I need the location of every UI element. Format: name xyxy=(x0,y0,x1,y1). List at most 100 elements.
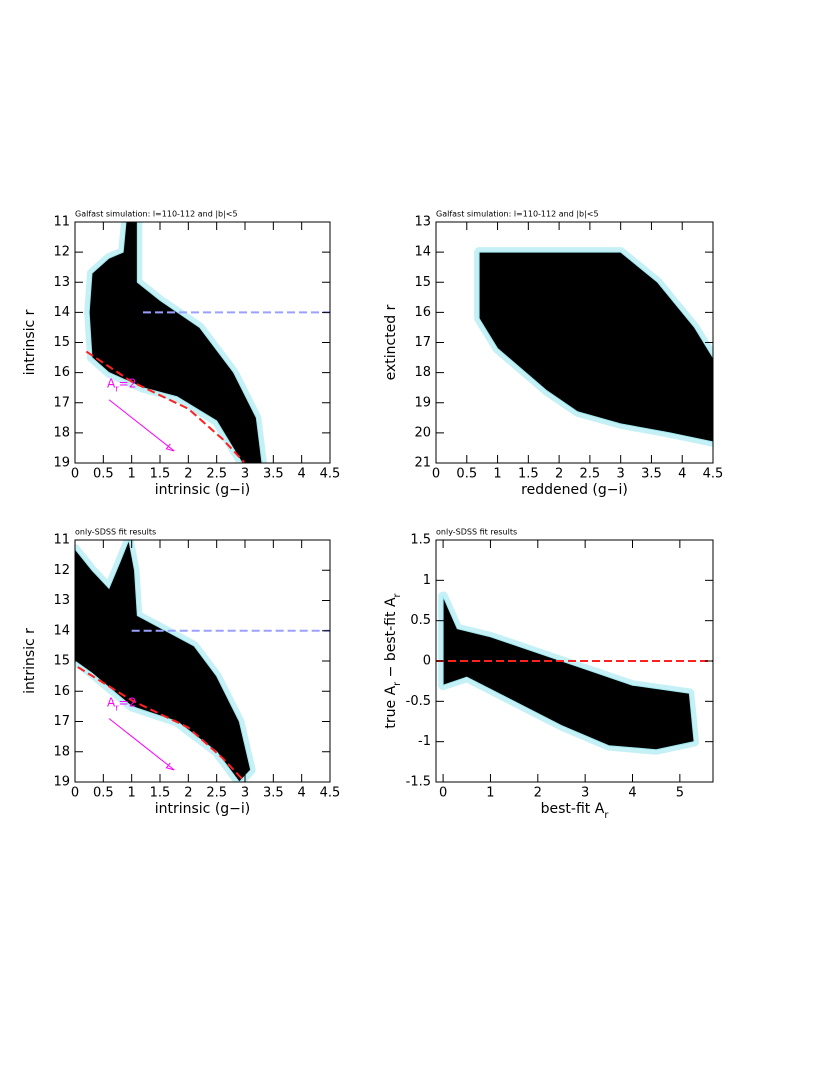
x-tick-label: 1 xyxy=(128,786,136,801)
y-tick-label: 15 xyxy=(414,275,431,290)
y-axis-label: true Ar − best-fit Ar xyxy=(383,592,403,728)
annotation-part: =2 xyxy=(119,695,137,709)
y-tick-label: -1 xyxy=(418,734,431,749)
plot-area xyxy=(84,222,330,463)
x-tick-label: 4 xyxy=(298,467,306,482)
x-tick-label: 2.5 xyxy=(580,467,601,482)
annotation-part: =2 xyxy=(119,376,137,390)
chart-title: Galfast simulation: l=110-112 and |b|<5 xyxy=(75,210,238,219)
x-tick-label: 1 xyxy=(486,786,494,801)
y-axis-label-part: r xyxy=(392,681,403,686)
x-tick-label: 0 xyxy=(439,786,447,801)
x-tick-label: 5 xyxy=(676,786,684,801)
y-tick-label: 1 xyxy=(423,573,431,588)
arrow xyxy=(108,399,175,452)
plot-area xyxy=(75,540,330,782)
annotation-part: r xyxy=(115,702,119,712)
y-tick-label: 14 xyxy=(53,305,70,320)
y-tick-label: -0.5 xyxy=(406,694,431,709)
point-cloud xyxy=(442,596,695,751)
y-tick-label: 21 xyxy=(414,456,431,471)
x-tick-label: 2 xyxy=(555,467,563,482)
y-tick-label: 14 xyxy=(53,623,70,638)
annotation: Ar=2 xyxy=(107,695,136,712)
annotation: Ar=2 xyxy=(107,376,136,393)
chart-title: only-SDSS fit results xyxy=(436,528,517,537)
x-tick-label: 4.5 xyxy=(320,467,341,482)
x-tick-label: 2.5 xyxy=(206,786,227,801)
y-tick-label: 0 xyxy=(423,654,431,669)
y-axis-label-part: − best-fit A xyxy=(383,597,399,682)
x-tick-label: 0.5 xyxy=(93,467,114,482)
x-tick-label: 4 xyxy=(678,467,686,482)
x-tick-label: 3 xyxy=(241,467,249,482)
y-tick-label: 17 xyxy=(53,395,70,410)
y-axis-label: intrinsic r xyxy=(22,309,38,375)
x-tick-label: 2 xyxy=(184,467,192,482)
arrow-head xyxy=(165,443,175,452)
y-tick-label: 13 xyxy=(53,275,70,290)
x-tick-label: 0 xyxy=(71,786,79,801)
x-tick-label: 4 xyxy=(628,786,636,801)
y-tick-label: 0.5 xyxy=(410,613,431,628)
x-tick-label: 1.5 xyxy=(518,467,539,482)
y-tick-label: 18 xyxy=(414,365,431,380)
arrow-head xyxy=(165,762,175,771)
y-tick-label: 18 xyxy=(53,744,70,759)
x-axis-label: reddened (g−i) xyxy=(521,482,628,498)
x-tick-label: 3 xyxy=(241,786,249,801)
y-tick-label: 19 xyxy=(53,456,70,471)
y-tick-label: 15 xyxy=(53,654,70,669)
y-tick-label: 19 xyxy=(53,775,70,790)
chart-title: only-SDSS fit results xyxy=(75,528,156,537)
y-tick-label: 16 xyxy=(414,305,431,320)
y-tick-label: -1.5 xyxy=(406,775,431,790)
panel: Ar=2 0 0.5 1 1.5 2 2.5 3 3.5 4 4.5 11 12 13 14 15 16 17 18… xyxy=(22,210,340,499)
panel: 0 0.5 1 1.5 2 2.5 3 3.5 4 4.5 13 14 15 16 17 18 19 20 21 Ga… xyxy=(383,210,723,499)
x-axis-label: intrinsic (g−i) xyxy=(155,482,251,498)
point-cloud xyxy=(75,540,252,782)
annotation-part: A xyxy=(107,695,116,709)
x-tick-label: 3.5 xyxy=(641,467,662,482)
x-tick-label: 1 xyxy=(493,467,501,482)
x-tick-label: 3 xyxy=(617,467,625,482)
x-tick-label: 0.5 xyxy=(456,467,477,482)
y-tick-label: 12 xyxy=(53,245,70,260)
x-tick-label: 0 xyxy=(432,467,440,482)
x-axis-label-part: r xyxy=(604,810,609,821)
x-tick-label: 4.5 xyxy=(703,467,724,482)
x-tick-label: 3.5 xyxy=(263,786,284,801)
y-tick-label: 15 xyxy=(53,335,70,350)
x-tick-label: 1.5 xyxy=(150,786,171,801)
y-tick-label: 19 xyxy=(414,395,431,410)
x-tick-label: 4.5 xyxy=(320,786,341,801)
point-cloud xyxy=(478,251,713,443)
x-tick-label: 3.5 xyxy=(263,467,284,482)
y-axis-label-part: r xyxy=(392,592,403,597)
x-tick-label: 0 xyxy=(71,467,79,482)
x-tick-label: 4 xyxy=(298,786,306,801)
x-axis-label-part: best-fit A xyxy=(541,801,605,817)
y-tick-label: 18 xyxy=(53,425,70,440)
point-cloud xyxy=(88,222,263,463)
y-tick-label: 1.5 xyxy=(410,533,431,548)
x-tick-label: 0.5 xyxy=(93,786,114,801)
y-tick-label: 14 xyxy=(414,245,431,260)
x-axis-label: intrinsic (g−i) xyxy=(155,801,251,817)
panel: Ar=2 0 0.5 1 1.5 2 2.5 3 3.5 4 4.5 11 12 13 14 15 16 17 18… xyxy=(22,528,340,818)
y-tick-label: 11 xyxy=(53,533,70,548)
x-tick-label: 2 xyxy=(534,786,542,801)
y-tick-label: 11 xyxy=(53,215,70,230)
y-tick-label: 13 xyxy=(53,593,70,608)
chart-title: Galfast simulation: l=110-112 and |b|<5 xyxy=(436,210,599,219)
y-axis-label: intrinsic r xyxy=(22,628,38,694)
annotation-part: r xyxy=(115,383,119,393)
y-tick-label: 16 xyxy=(53,684,70,699)
y-tick-label: 17 xyxy=(414,335,431,350)
plot-area xyxy=(436,591,713,755)
x-tick-label: 1 xyxy=(128,467,136,482)
y-tick-label: 13 xyxy=(414,215,431,230)
plot-area xyxy=(474,247,713,447)
panel: 0 1 2 3 4 5 -1.5 -1 -0.5 0 0.5 1 1.5 only-SDSS fit re… xyxy=(383,528,714,821)
y-tick-label: 16 xyxy=(53,365,70,380)
